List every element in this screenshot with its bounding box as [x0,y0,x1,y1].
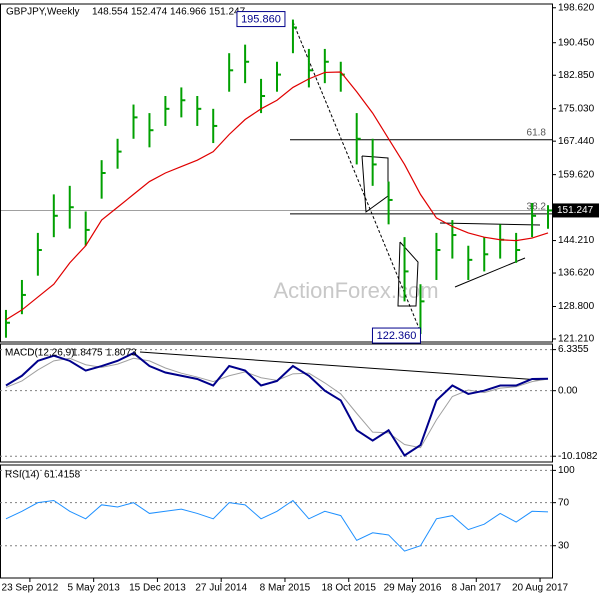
y-tick-label: 190.450 [558,37,595,48]
chart-title: GBPJPY,Weekly [6,7,80,18]
last-price-box [553,203,599,218]
y-tick-label: 128.800 [558,301,595,312]
fib-label: 38.2 [527,202,547,213]
last-price-label: 151.247 [557,205,594,216]
trendline [397,241,419,307]
ohlc-value: 146.966 [170,7,207,18]
y-tick-label: 0.00 [558,385,578,396]
rsi-line [5,499,549,552]
y-tick-label: 144.210 [558,235,595,246]
annotation-box [236,11,286,28]
y-tick-label: 70 [558,497,570,508]
ohlc-value: 152.474 [131,7,168,18]
y-tick-label: 6.3355 [558,344,589,355]
x-tick-label: 23 Sep 2012 [2,583,59,594]
annotation-box [371,327,421,344]
panel-title: RSI(14) [5,470,39,481]
ohlc-value: 148.554 [92,7,129,18]
macd-value: 1.8475 [72,348,103,359]
trendline [292,21,422,334]
fib-label: 61.8 [527,127,547,138]
trendline [139,351,541,381]
y-tick-label: 136.620 [558,268,595,279]
y-tick-label: 100 [558,465,575,476]
y-tick-label: 121.210 [558,334,595,345]
macd-line [5,351,549,457]
moving-average [5,71,549,321]
trendline [439,222,541,226]
trendlines [139,21,541,381]
annotation-label: 195.860 [241,13,281,25]
x-tick-label: 20 Aug 2017 [512,583,569,594]
annotation-label: 122.360 [377,330,417,342]
x-tick-label: 27 Jul 2014 [195,583,247,594]
x-tick-label: 8 Mar 2015 [260,583,311,594]
panel-frame [0,343,553,463]
signal-value: 1.8073 [106,348,137,359]
x-tick-label: 29 May 2016 [384,583,442,594]
y-tick-label: 167.440 [558,136,595,147]
x-tick-label: 8 Jan 2017 [452,583,502,594]
y-tick-label: 159.620 [558,169,595,180]
ohlc-value: 151.247 [209,7,246,18]
watermark: ActionForex.com [273,278,438,303]
x-tick-label: 5 May 2013 [68,583,121,594]
rsi-value: 61.4158 [44,470,81,481]
panel-title: MACD(12,26,9) [5,348,74,359]
y-tick-label: 182.850 [558,70,595,81]
panel-frame [0,464,553,579]
x-tick-label: 15 Dec 2013 [129,583,186,594]
y-tick-label: 175.030 [558,103,595,114]
y-tick-label: -10.1082 [558,451,598,462]
y-tick-label: 198.620 [558,2,595,13]
x-tick-label: 18 Oct 2015 [321,583,376,594]
panel-frame [0,3,553,343]
trendline [454,257,526,288]
y-tick-label: 30 [558,540,570,551]
